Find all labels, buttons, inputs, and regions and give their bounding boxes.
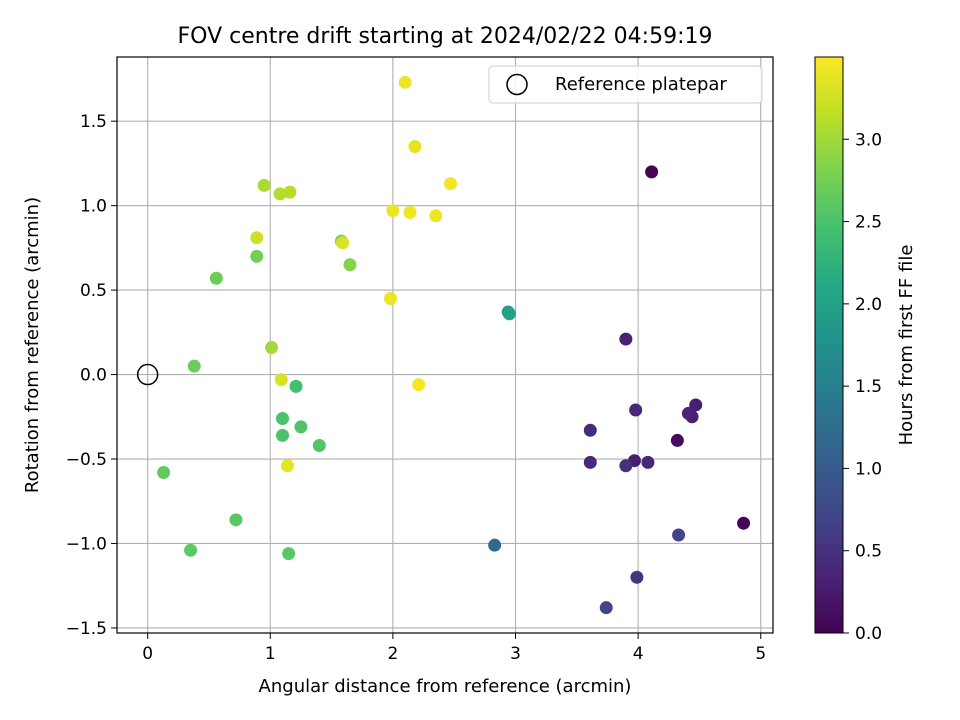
- data-point: [599, 601, 613, 615]
- colorbar-tick-label: 0.0: [855, 624, 882, 644]
- y-tick-label: −0.5: [66, 450, 107, 470]
- data-point: [630, 570, 644, 584]
- plot-frame: [116, 56, 774, 634]
- data-point: [289, 379, 303, 393]
- data-point: [737, 516, 751, 530]
- y-axis-ticks: −1.5 −1.0 −0.5 0.0 0.5 1.0 1.5: [66, 112, 117, 639]
- y-tick-label: 1.0: [80, 197, 107, 217]
- data-point: [294, 420, 308, 434]
- y-tick-label: 1.5: [80, 112, 107, 132]
- data-points: [157, 75, 751, 615]
- data-point: [641, 455, 655, 469]
- data-point: [689, 398, 703, 412]
- y-tick-label: −1.5: [66, 619, 107, 639]
- y-tick-label: 0.0: [80, 366, 107, 386]
- data-point: [157, 466, 171, 480]
- legend-box: [488, 65, 763, 104]
- y-tick-label: 0.5: [80, 281, 107, 301]
- data-point: [187, 359, 201, 373]
- data-point: [257, 178, 271, 192]
- colorbar-tick-label: 1.0: [855, 459, 882, 479]
- x-tick-label: 2: [387, 644, 398, 664]
- data-point: [312, 439, 326, 453]
- data-point: [412, 378, 426, 392]
- chart-title: FOV centre drift starting at 2024/02/22 …: [178, 24, 713, 49]
- x-axis-ticks: 0 1 2 3 4 5: [142, 633, 766, 664]
- legend: Reference platepar: [488, 65, 763, 104]
- data-point: [264, 341, 278, 355]
- data-point: [276, 428, 290, 442]
- legend-reference-marker: [506, 73, 528, 96]
- x-tick-label: 5: [755, 644, 766, 664]
- colorbar-label: Hours from first FF file: [896, 245, 917, 446]
- data-point: [583, 423, 597, 437]
- x-tick-label: 3: [510, 644, 521, 664]
- data-point: [282, 547, 296, 561]
- grid: [117, 57, 773, 633]
- data-point: [209, 271, 223, 285]
- data-point: [444, 177, 458, 191]
- data-point: [408, 140, 422, 154]
- data-point: [398, 75, 412, 89]
- data-point: [276, 411, 290, 425]
- colorbar-tick-label: 2.5: [855, 213, 882, 233]
- y-axis-label: Rotation from reference (arcmin): [22, 197, 43, 493]
- data-point: [403, 205, 417, 219]
- data-point: [273, 187, 287, 201]
- data-point: [629, 403, 643, 417]
- data-point: [343, 258, 357, 272]
- data-point: [672, 528, 686, 542]
- data-point: [184, 543, 198, 557]
- x-tick-label: 0: [142, 644, 153, 664]
- data-point: [280, 459, 294, 473]
- data-point: [681, 406, 695, 420]
- data-point: [250, 231, 264, 245]
- data-point: [488, 538, 502, 552]
- y-tick-label: −1.0: [66, 534, 107, 554]
- data-point: [645, 165, 659, 179]
- data-point: [229, 513, 243, 527]
- reference-marker-group: [136, 363, 159, 386]
- data-point: [619, 332, 633, 346]
- x-axis-label: Angular distance from reference (arcmin): [259, 676, 632, 697]
- colorbar-tick-label: 3.0: [855, 130, 882, 150]
- legend-entry-reference: Reference platepar: [555, 74, 727, 95]
- x-tick-label: 4: [633, 644, 644, 664]
- reference-platepar-marker: [136, 363, 159, 386]
- data-point: [670, 433, 684, 447]
- colorbar-ticks: 0.0 0.5 1.0 1.5 2.0 2.5 3.0: [843, 130, 882, 644]
- data-point: [502, 307, 516, 321]
- colorbar-tick-label: 1.5: [855, 377, 882, 397]
- data-point: [336, 236, 350, 250]
- x-tick-label: 1: [265, 644, 276, 664]
- colorbar-tick-label: 0.5: [855, 542, 882, 562]
- data-point: [383, 292, 397, 306]
- data-point: [583, 455, 597, 469]
- data-point: [429, 209, 443, 223]
- data-point: [250, 249, 264, 263]
- data-point: [283, 185, 297, 199]
- data-point: [274, 373, 288, 387]
- colorbar: [814, 56, 844, 634]
- data-point: [619, 459, 633, 473]
- colorbar-tick-label: 2.0: [855, 295, 882, 315]
- data-point: [386, 204, 400, 218]
